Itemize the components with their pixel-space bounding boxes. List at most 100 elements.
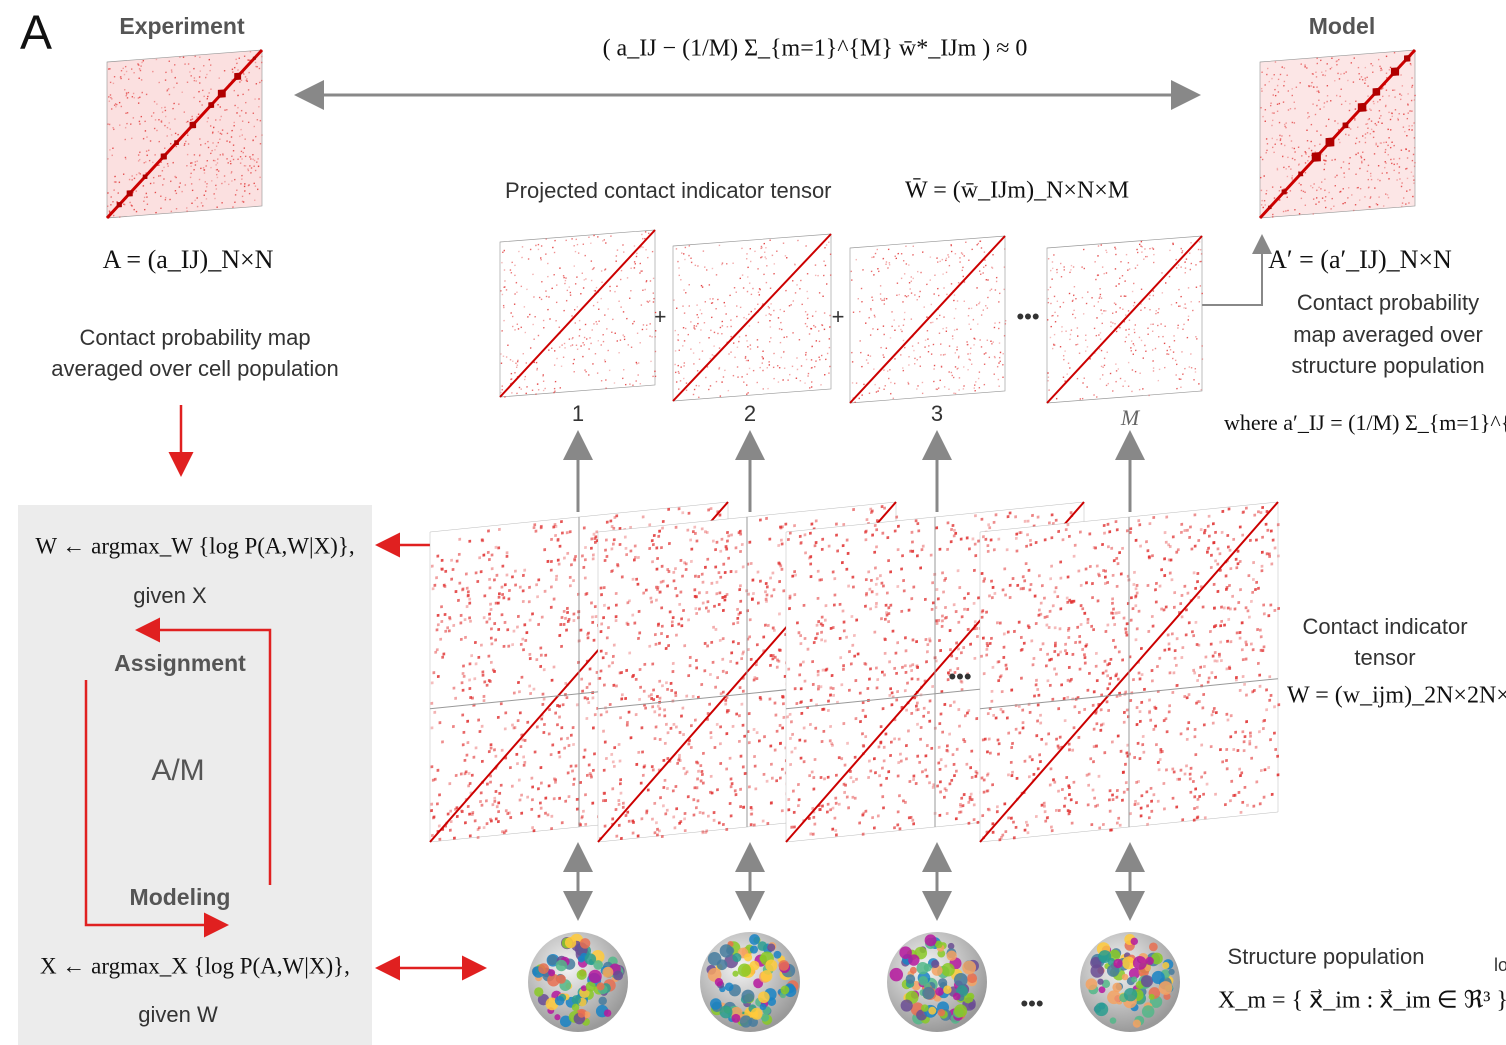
contact (479, 800, 482, 803)
contact (905, 671, 908, 674)
contact (989, 357, 990, 359)
contact (980, 273, 981, 275)
contact (741, 248, 742, 250)
contact (640, 263, 641, 265)
contact (759, 367, 760, 369)
contact (456, 560, 459, 563)
contact (1139, 389, 1140, 391)
contact (1118, 368, 1119, 370)
contact (1183, 307, 1184, 309)
contact (821, 355, 822, 357)
contact (618, 352, 619, 354)
contact (821, 324, 822, 326)
contact (616, 255, 617, 257)
contact (197, 206, 198, 208)
contact (162, 111, 163, 113)
contact (798, 673, 801, 676)
contact (942, 328, 943, 330)
contact (871, 534, 874, 537)
contact (760, 257, 761, 259)
contact (859, 398, 860, 400)
contact (689, 245, 690, 247)
contact (506, 551, 509, 554)
contact (258, 106, 259, 108)
contact (805, 311, 806, 313)
contact (877, 390, 878, 392)
contact (1402, 85, 1403, 87)
contact (732, 622, 735, 625)
contact (440, 605, 443, 608)
contact (618, 300, 619, 302)
contact (1345, 71, 1346, 73)
contact (542, 703, 545, 706)
contact (729, 295, 730, 297)
contact (231, 156, 232, 158)
contact (842, 668, 845, 671)
contact (606, 636, 609, 639)
contact (1330, 68, 1331, 70)
contact (898, 325, 899, 327)
contact (186, 122, 187, 124)
contact (806, 359, 807, 361)
contact (502, 389, 503, 391)
contact (1378, 121, 1379, 123)
contact (739, 600, 742, 603)
contact (500, 290, 501, 292)
contact (1184, 368, 1185, 370)
contact (483, 695, 486, 698)
contact (587, 636, 590, 639)
contact (199, 82, 200, 84)
contact (905, 744, 908, 747)
contact (1313, 198, 1314, 200)
contact (462, 664, 465, 667)
contact (834, 829, 837, 832)
contact (1118, 283, 1119, 285)
contact (1336, 64, 1337, 66)
contact (1165, 282, 1166, 284)
contact (1403, 126, 1404, 128)
contact (666, 809, 669, 812)
contact (245, 165, 246, 167)
contact (522, 738, 525, 741)
contact (741, 376, 742, 378)
contact (648, 547, 651, 550)
contact (1261, 90, 1262, 92)
contact (113, 83, 114, 85)
contact (204, 194, 205, 196)
contact (623, 369, 624, 371)
contact (985, 305, 986, 307)
contact (1377, 179, 1378, 181)
contact (1195, 264, 1196, 266)
contact (984, 353, 985, 355)
contact (1385, 149, 1386, 151)
contact (1134, 302, 1135, 304)
contact (727, 557, 730, 560)
contact (900, 567, 903, 570)
contact (158, 119, 159, 121)
contact (1137, 252, 1138, 254)
contact (597, 302, 598, 304)
contact (646, 324, 647, 326)
contact (147, 155, 148, 157)
contact (538, 335, 539, 337)
contact (221, 202, 222, 204)
contact (490, 661, 493, 664)
contact (656, 568, 659, 571)
contact (533, 338, 534, 340)
contact (1342, 203, 1343, 205)
contact (241, 175, 242, 177)
contact (905, 757, 908, 760)
contact (1365, 77, 1366, 79)
contact (1048, 521, 1051, 524)
contact (1072, 300, 1073, 302)
contact (598, 308, 599, 310)
contact (815, 360, 816, 362)
contact (471, 697, 474, 700)
contact (926, 650, 929, 653)
contact (229, 141, 230, 143)
contact (969, 798, 972, 801)
contact (1343, 188, 1344, 190)
contact (1122, 309, 1123, 311)
contact (506, 573, 509, 576)
contact (252, 158, 253, 160)
